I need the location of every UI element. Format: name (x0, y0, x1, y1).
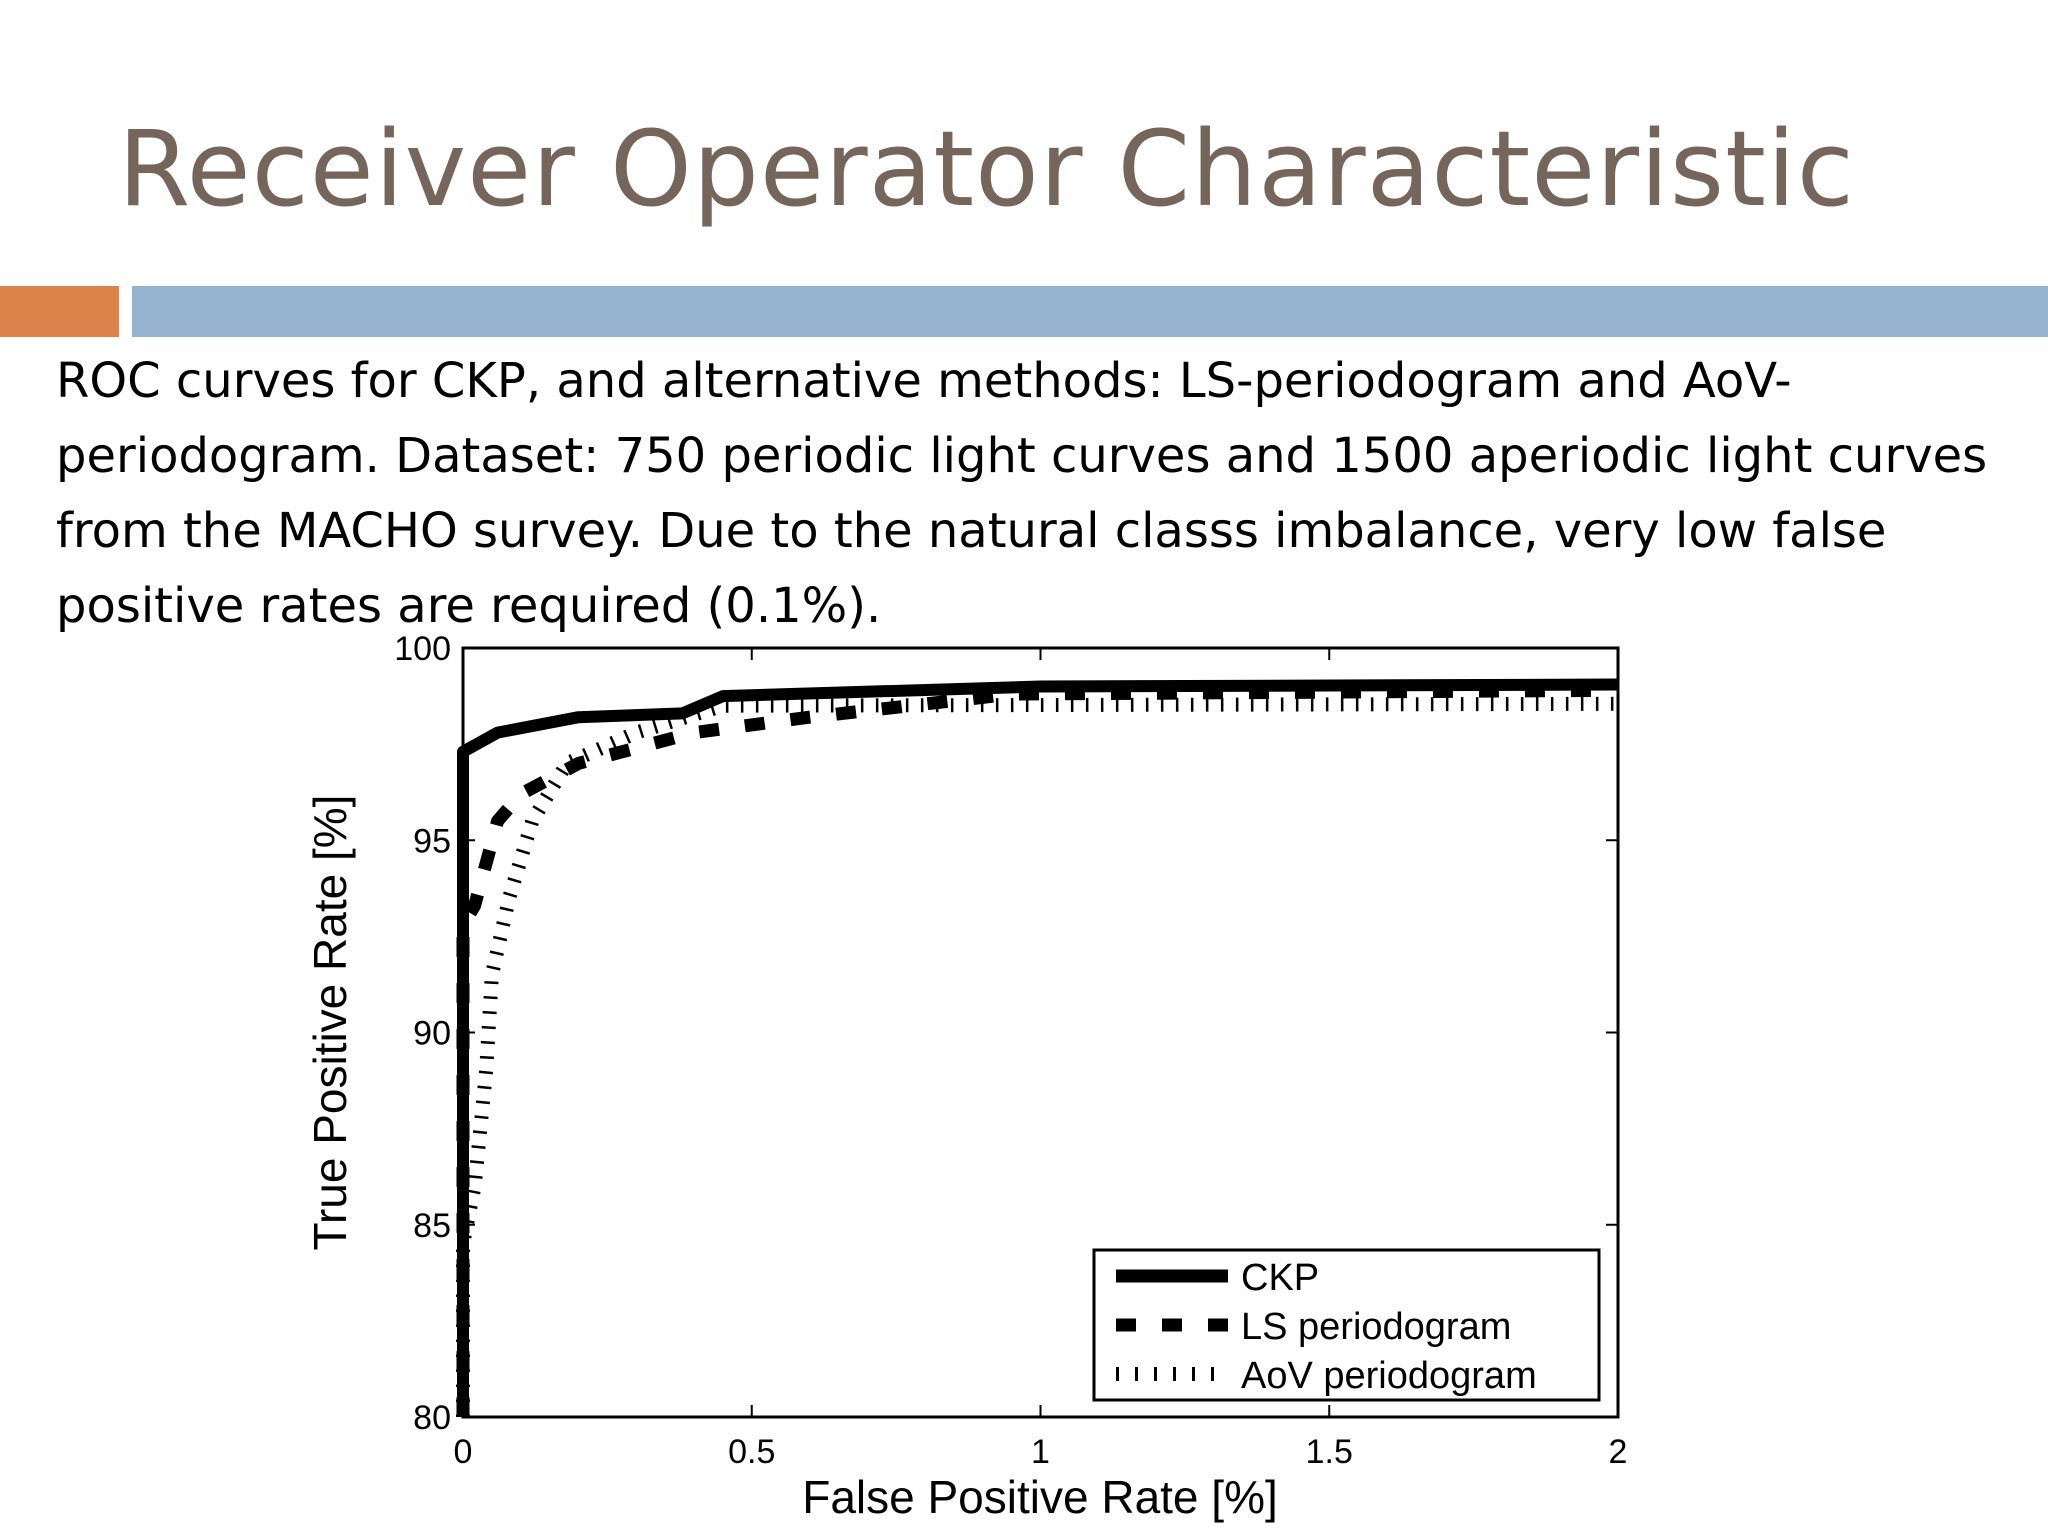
y-tick-label: 80 (413, 1399, 451, 1437)
slide-title: Receiver Operator Characteristic (118, 108, 1855, 230)
chart-curves (456, 678, 1619, 1417)
x-tick-label: 0 (454, 1433, 473, 1471)
y-tick-label: 95 (413, 822, 451, 860)
x-axis-label: False Positive Rate [%] (802, 1471, 1278, 1523)
x-tick-label: 1 (1031, 1433, 1050, 1471)
x-tick-label: 1.5 (1306, 1433, 1353, 1471)
legend-label-ckp: CKP (1241, 1257, 1319, 1299)
legend-label-ls: LS periodogram (1241, 1306, 1511, 1348)
curve-aov-periodogram (456, 696, 1619, 1417)
slide-body-text: ROC curves for CKP, and alternative meth… (56, 353, 1988, 634)
legend: CKP LS periodogram AoV periodogram (1092, 1248, 1601, 1402)
x-tick-label: 2 (1609, 1433, 1628, 1471)
curve-ckp (457, 678, 1619, 1417)
curve-ls-periodogram (456, 683, 1619, 1417)
y-tick-label: 90 (413, 1015, 451, 1053)
axis-ticks: 0 0.5 1 1.5 2 80 85 90 95 100 (394, 630, 1627, 1471)
y-tick-label: 85 (413, 1207, 451, 1245)
y-axis-label: True Positive Rate [%] (304, 795, 356, 1251)
legend-label-aov: AoV periodogram (1241, 1355, 1537, 1397)
x-tick-label: 0.5 (728, 1433, 775, 1471)
accent-bar-blue (132, 286, 2048, 337)
y-tick-label: 100 (394, 630, 451, 668)
accent-bar-orange (0, 286, 119, 337)
